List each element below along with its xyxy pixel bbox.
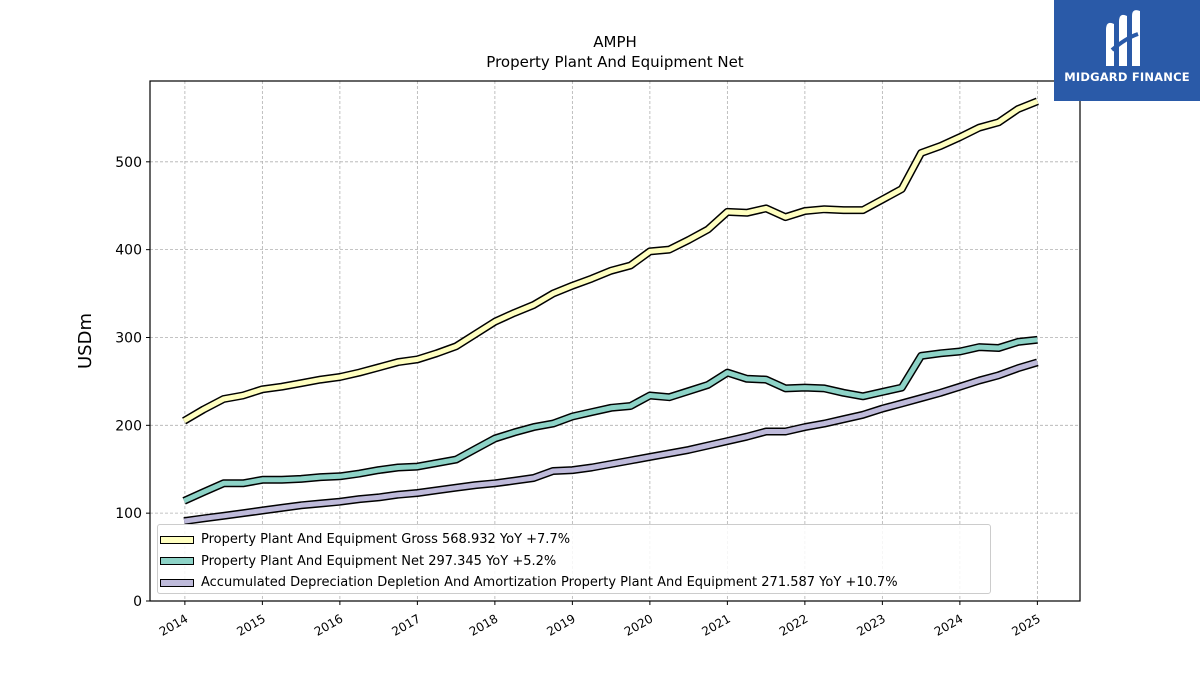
- y-tick-label: 500: [115, 155, 142, 171]
- series-2: [183, 358, 1039, 526]
- series-line: [183, 337, 1038, 504]
- legend-swatch-gross: [160, 535, 194, 544]
- y-tick-label: 200: [115, 418, 142, 434]
- series-0: [182, 97, 1039, 425]
- x-tick-label: 2021: [699, 611, 732, 638]
- x-tick-label: 2017: [389, 611, 422, 638]
- plot-frame: [149, 80, 1081, 602]
- series-1: [182, 335, 1038, 505]
- legend-swatch-net: [160, 557, 194, 566]
- logo-mark-icon: [1106, 10, 1140, 67]
- x-tick-label: 2015: [234, 611, 267, 638]
- y-tick-label: 100: [115, 506, 142, 522]
- x-tick-label: 2020: [622, 611, 655, 638]
- x-tick-label: 2025: [1009, 611, 1042, 638]
- x-tick-label: 2018: [467, 611, 500, 638]
- x-tick-label: 2014: [157, 611, 190, 638]
- series-line: [183, 360, 1039, 524]
- series-line: [182, 98, 1039, 424]
- y-tick-label: 400: [115, 243, 142, 259]
- legend-label-net: Property Plant And Equipment Net 297.345…: [201, 553, 557, 569]
- x-tick-label: 2019: [544, 611, 577, 638]
- brand-logo: MIDGARD FINANCE: [1054, 0, 1200, 101]
- legend-label-gross: Property Plant And Equipment Gross 568.9…: [201, 532, 571, 548]
- y-tick-label: 300: [115, 330, 142, 346]
- legend-entry-gross: Property Plant And Equipment Gross 568.9…: [158, 529, 990, 551]
- legend-label-depreciation: Accumulated Depreciation Depletion And A…: [201, 575, 898, 591]
- x-tick-label: 2022: [777, 611, 810, 638]
- grid-lines: [150, 81, 1080, 602]
- chart-subtitle: Property Plant And Equipment Net: [486, 53, 744, 71]
- series-line-outline: [183, 358, 1039, 526]
- legend-entry-depreciation: Accumulated Depreciation Depletion And A…: [158, 572, 990, 594]
- legend: Property Plant And Equipment Gross 568.9…: [157, 524, 991, 594]
- x-tick-label: 2024: [932, 611, 965, 638]
- chart-title: AMPH: [593, 33, 637, 51]
- y-axis-ticks: 0 100 200 300 400 500: [115, 155, 150, 610]
- x-tick-label: 2023: [854, 611, 887, 638]
- logo-text: MIDGARD FINANCE: [1064, 70, 1190, 84]
- y-axis-label: USDm: [75, 313, 96, 369]
- legend-swatch-depreciation: [160, 578, 194, 587]
- series-lines: [182, 97, 1039, 526]
- x-axis-ticks: 2014 2015 2016 2017 2018 2019 2020 2021 2022 2023…: [157, 601, 1043, 639]
- x-tick-label: 2016: [312, 611, 345, 638]
- y-tick-label: 0: [133, 594, 142, 610]
- legend-entry-net: Property Plant And Equipment Net 297.345…: [158, 551, 990, 573]
